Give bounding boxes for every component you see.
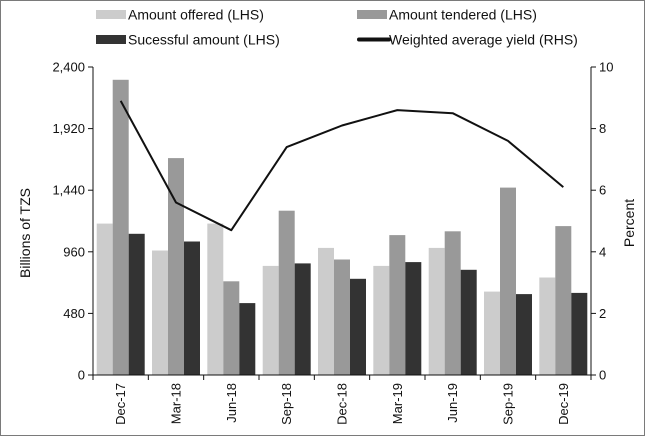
legend-swatch-successful (96, 35, 126, 44)
bar-successful-dec-19 (571, 292, 588, 375)
bar-offered-dec-17 (96, 223, 113, 375)
bar-offered-sep-18 (262, 265, 279, 375)
y-left-tick-label: 2,400 (52, 60, 85, 75)
bar-tendered-jun-19 (444, 231, 461, 375)
bar-successful-jun-19 (460, 269, 477, 375)
y-axis-left-label: Billions of TZS (17, 188, 33, 278)
x-tick-label-mar-19: Mar-19 (390, 383, 405, 424)
bar-offered-jun-18 (207, 223, 224, 375)
y-right-tick-label: 2 (599, 306, 606, 321)
x-tick-label-sep-19: Sep-19 (501, 383, 516, 425)
bar-tendered-sep-18 (278, 210, 295, 375)
bar-successful-sep-18 (294, 263, 311, 375)
bar-successful-mar-19 (405, 262, 422, 375)
y-left-tick-label: 0 (78, 368, 85, 383)
legend-label-yield: Weighted average yield (RHS) (389, 32, 578, 48)
y-left-tick-label: 1,920 (52, 121, 85, 136)
legend-swatch-tendered (357, 10, 387, 19)
legend: Amount offered (LHS) Amount tendered (LHS… (96, 7, 578, 48)
bar-tendered-jun-18 (223, 281, 240, 375)
x-tick-label-jun-18: Jun-18 (224, 383, 239, 423)
y-right-tick-label: 0 (599, 368, 606, 383)
x-tick-label-jun-19: Jun-19 (445, 383, 460, 423)
bar-offered-dec-19 (539, 277, 556, 375)
x-tick-label-dec-19: Dec-19 (556, 383, 571, 425)
legend-swatch-offered (96, 10, 126, 19)
x-tick-label-mar-18: Mar-18 (169, 383, 184, 424)
bar-offered-sep-19 (484, 291, 500, 375)
bar-successful-dec-18 (350, 278, 366, 376)
bar-tendered-dec-17 (112, 79, 129, 376)
bar-offered-dec-18 (318, 247, 334, 375)
bars-layer (96, 79, 588, 376)
x-tick-label-dec-17: Dec-17 (113, 383, 128, 425)
y-left-tick-label: 1,440 (52, 183, 85, 198)
legend-label-offered: Amount offered (LHS) (128, 7, 264, 23)
bar-offered-mar-19 (373, 265, 390, 375)
bar-tendered-mar-19 (389, 235, 406, 375)
y-axis-right-label: Percent (621, 199, 637, 247)
bar-successful-mar-18 (184, 241, 200, 375)
y-left-tick-label: 480 (63, 306, 85, 321)
bar-tendered-sep-19 (500, 187, 516, 375)
x-tick-label-sep-18: Sep-18 (279, 383, 294, 425)
y-left-tick-label: 960 (63, 244, 85, 259)
y-right-tick-label: 4 (599, 244, 606, 259)
bar-tendered-dec-18 (334, 259, 350, 375)
y-right-tick-label: 8 (599, 121, 606, 136)
y-right-tick-label: 6 (599, 183, 606, 198)
bar-offered-jun-19 (428, 247, 445, 375)
yield-line-layer (119, 100, 564, 232)
legend-label-tendered: Amount tendered (LHS) (389, 7, 537, 23)
bar-offered-mar-18 (152, 250, 168, 375)
x-tick-label-dec-18: Dec-18 (335, 383, 350, 425)
y-right-tick-label: 10 (599, 60, 613, 75)
bar-successful-jun-18 (239, 303, 256, 375)
legend-label-successful: Sucessful amount (LHS) (128, 32, 280, 48)
bar-tendered-dec-19 (555, 226, 572, 375)
axes-layer: 0 480 960 1,440 1,920 2,400 0 2 4 6 8 10 Dec-17 Mar-1… (52, 60, 613, 425)
bar-successful-dec-17 (128, 233, 145, 375)
bar-successful-sep-19 (516, 294, 532, 375)
bar-tendered-mar-18 (168, 158, 184, 375)
